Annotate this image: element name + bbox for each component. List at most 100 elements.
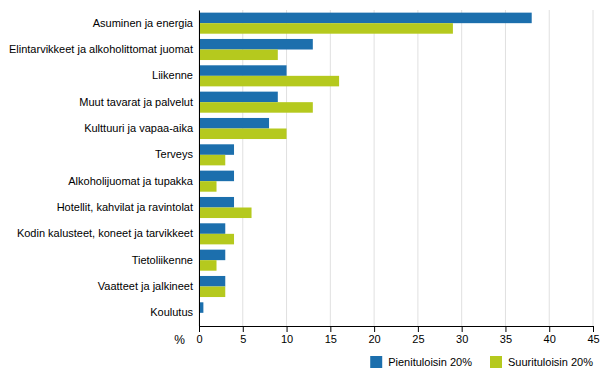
legend-label: Pienituloisin 20% xyxy=(388,356,472,368)
x-tick-mark xyxy=(593,326,594,332)
legend-item: Pienituloisin 20% xyxy=(370,356,472,368)
x-tick: 30 xyxy=(456,326,468,345)
plot: 0 5 10 15 20 25 30 35 40 45% Asuminen ja energia El… xyxy=(9,10,600,347)
y-tick: Asuminen ja energia xyxy=(93,17,199,29)
bars xyxy=(199,13,532,313)
x-tick-mark xyxy=(287,326,288,332)
legend-label: Suurituloisin 20% xyxy=(508,356,593,368)
x-tick-label: 45 xyxy=(587,333,599,345)
bar xyxy=(199,260,217,271)
y-tick-label: Asuminen ja energia xyxy=(93,17,194,29)
y-tick-label: Vaatteet ja jalkineet xyxy=(98,280,193,292)
bar xyxy=(199,65,287,76)
x-tick: 15 xyxy=(325,326,337,345)
y-tick: Tietoliikenne xyxy=(132,254,199,266)
y-axis: Asuminen ja energia Elintarvikkeet ja alk… xyxy=(9,11,200,327)
grid-line xyxy=(374,10,375,326)
x-tick: 40 xyxy=(544,326,556,345)
x-tick: 25 xyxy=(412,326,424,345)
bar xyxy=(199,250,225,261)
x-axis-label: % xyxy=(174,333,185,347)
bar xyxy=(199,50,278,61)
x-tick: 10 xyxy=(281,326,293,345)
x-tick-mark xyxy=(374,326,375,332)
x-tick: 20 xyxy=(368,326,380,345)
y-tick: Alkoholijuomat ja tupakka xyxy=(68,175,199,187)
x-tick: 45 xyxy=(587,326,599,345)
legend-swatch xyxy=(370,356,382,368)
y-tick: Hotellit, kahvilat ja ravintolat xyxy=(57,201,199,213)
y-tick: Elintarvikkeet ja alkoholittomat juomat xyxy=(9,43,199,55)
grid-line xyxy=(505,10,506,326)
bar xyxy=(199,102,313,113)
y-tick-label: Liikenne xyxy=(152,69,193,81)
y-tick-label: Muut tavarat ja palvelut xyxy=(79,96,193,108)
y-tick-label: Elintarvikkeet ja alkoholittomat juomat xyxy=(9,43,193,55)
y-axis-line xyxy=(199,11,200,327)
grid-line xyxy=(593,10,594,326)
y-tick-label: Alkoholijuomat ja tupakka xyxy=(68,175,194,187)
y-tick: Koulutus xyxy=(150,306,199,318)
x-tick: 35 xyxy=(500,326,512,345)
y-tick: Liikenne xyxy=(152,69,199,81)
bar xyxy=(199,76,339,87)
x-tick-label: 10 xyxy=(281,333,293,345)
bar xyxy=(199,129,287,140)
bar xyxy=(199,144,234,155)
bar xyxy=(199,118,269,129)
y-tick-label: Terveys xyxy=(155,148,193,160)
x-tick-label: 15 xyxy=(325,333,337,345)
x-tick-label: 0 xyxy=(196,333,202,345)
x-tick-label: 35 xyxy=(500,333,512,345)
grid-line xyxy=(199,10,200,326)
x-tick-label: 5 xyxy=(240,333,246,345)
y-tick: Vaatteet ja jalkineet xyxy=(98,280,199,292)
y-tick: Muut tavarat ja palvelut xyxy=(79,96,199,108)
x-tick-mark xyxy=(549,326,550,332)
bar-series xyxy=(199,13,532,313)
legend-swatch xyxy=(490,356,502,368)
bar xyxy=(199,181,217,192)
bar xyxy=(199,223,225,234)
bar xyxy=(199,171,234,182)
x-axis-line xyxy=(200,327,594,333)
x-tick-mark xyxy=(505,326,506,332)
grid-line xyxy=(461,10,462,326)
x-tick-label: 25 xyxy=(412,333,424,345)
grid xyxy=(199,10,593,326)
legend-item: Suurituloisin 20% xyxy=(490,356,593,368)
chart: 0 5 10 15 20 25 30 35 40 45% Asuminen ja energia El… xyxy=(0,0,615,378)
x-tick-mark xyxy=(199,326,200,332)
bar xyxy=(199,23,453,34)
x-tick-label: 40 xyxy=(544,333,556,345)
y-tick: Kodin kalusteet, koneet ja tarvikkeet xyxy=(17,227,199,239)
bar xyxy=(199,208,252,219)
y-tick-label: Kodin kalusteet, koneet ja tarvikkeet xyxy=(17,227,193,239)
grid-line xyxy=(330,10,331,326)
x-axis: 0 5 10 15 20 25 30 35 40 45 xyxy=(196,326,599,345)
legend: Pienituloisin 20% Suurituloisin 20% xyxy=(370,356,593,368)
bar xyxy=(199,197,234,208)
grid-line xyxy=(549,10,550,326)
x-tick-label: 30 xyxy=(456,333,468,345)
x-tick-mark xyxy=(330,326,331,332)
bar xyxy=(199,13,532,24)
x-tick-mark xyxy=(462,326,463,332)
y-tick-label: Kulttuuri ja vapaa-aika xyxy=(84,122,194,134)
y-tick: Kulttuuri ja vapaa-aika xyxy=(84,122,199,134)
x-tick-label: 20 xyxy=(368,333,380,345)
y-tick-label: Tietoliikenne xyxy=(132,254,193,266)
bar xyxy=(199,92,278,103)
grid-line xyxy=(286,10,287,326)
x-tick-mark xyxy=(418,326,419,332)
x-tick: 0 xyxy=(196,326,202,345)
bar xyxy=(199,234,234,245)
bar xyxy=(199,39,313,50)
bar xyxy=(199,276,225,287)
y-tick-label: Koulutus xyxy=(150,306,193,318)
bar-series xyxy=(199,23,453,297)
grid-line xyxy=(417,10,418,326)
x-tick: 5 xyxy=(240,326,246,345)
x-tick-mark xyxy=(243,326,244,332)
bar xyxy=(199,287,225,298)
